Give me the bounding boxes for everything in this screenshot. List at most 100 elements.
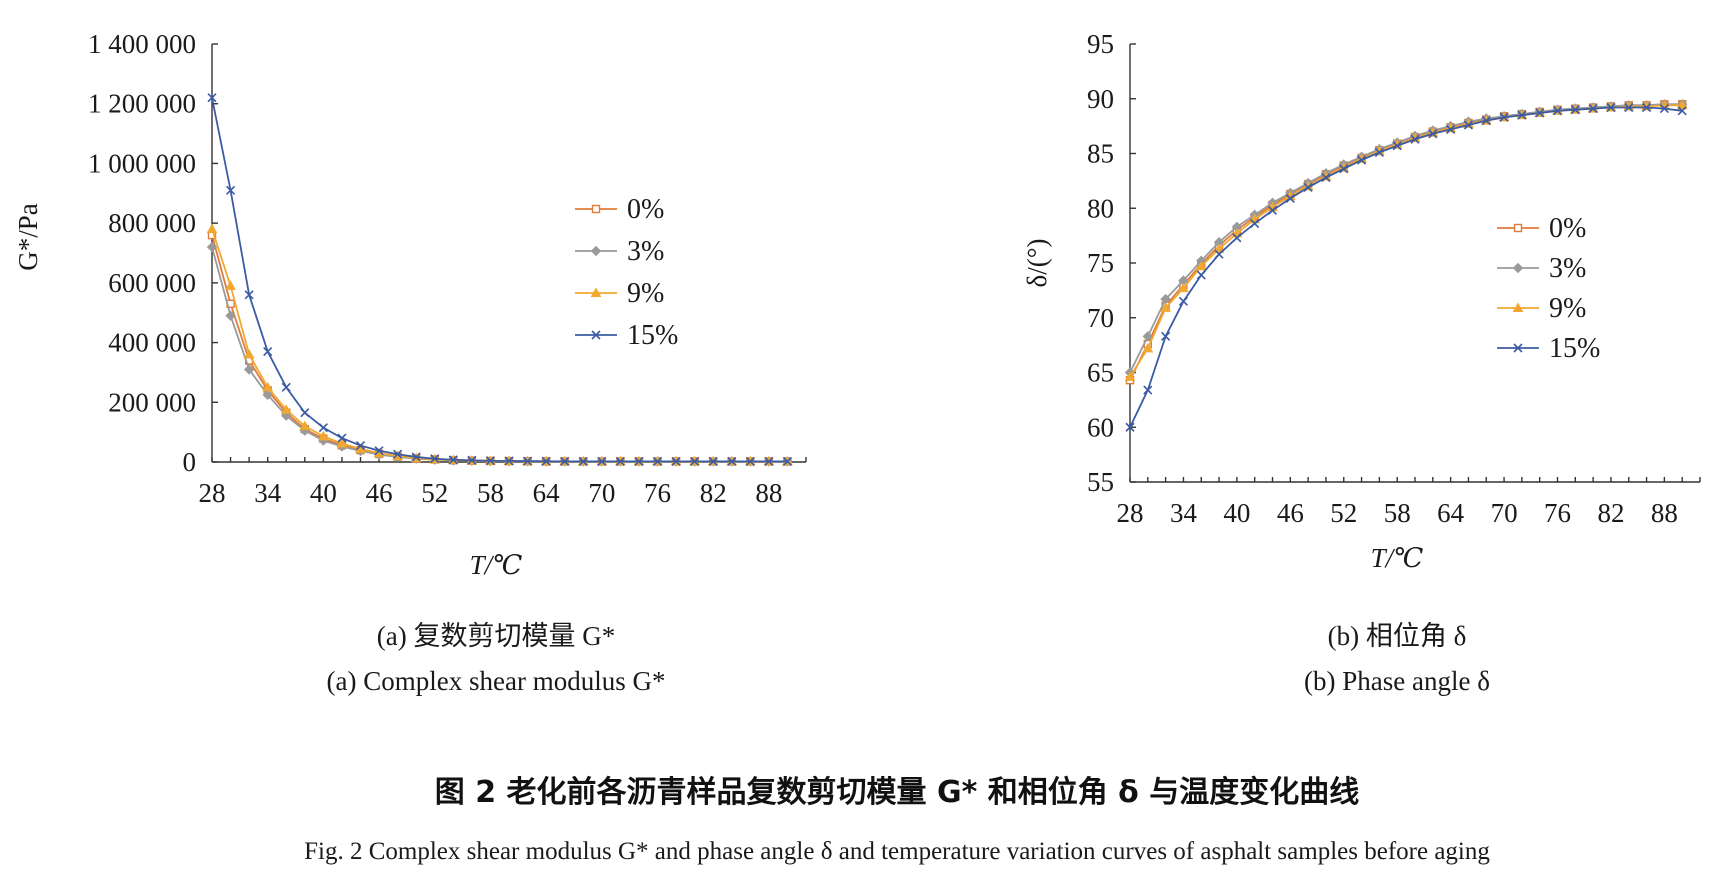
x-tick-label: 58 xyxy=(1384,498,1411,528)
legend-marker xyxy=(1512,302,1524,312)
data-point-15pct xyxy=(467,455,477,465)
data-point-15pct xyxy=(671,456,681,466)
data-point-9pct xyxy=(299,420,311,431)
data-point-15pct xyxy=(1374,147,1384,157)
figure-title-en: Fig. 2 Complex shear modulus G* and phas… xyxy=(304,838,1490,865)
x-tick-label: 52 xyxy=(1330,498,1357,528)
y-tick-label: 600 000 xyxy=(108,268,196,298)
x-tick-label: 34 xyxy=(254,478,282,508)
legend-label: 0% xyxy=(627,194,664,225)
data-point-15pct xyxy=(1178,296,1189,306)
data-point-15pct xyxy=(1517,110,1527,120)
y-tick-label: 80 xyxy=(1087,193,1114,223)
caption-a-cn: (a) 复数剪切模量 G* xyxy=(377,621,615,651)
data-point-9pct xyxy=(318,430,329,441)
x-tick-label: 28 xyxy=(199,478,226,508)
data-point-15pct xyxy=(1356,155,1367,165)
data-point-15pct xyxy=(318,423,328,433)
data-point-15pct xyxy=(615,456,625,466)
legend-marker xyxy=(590,245,602,257)
y-tick-label: 75 xyxy=(1087,248,1114,278)
legend-label: 9% xyxy=(627,278,664,309)
legend-label: 3% xyxy=(1549,253,1586,284)
x-tick-label: 70 xyxy=(1491,498,1518,528)
series-group-b xyxy=(1124,99,1688,432)
data-point-15pct xyxy=(1321,173,1331,183)
data-point-15pct xyxy=(207,93,217,103)
data-point-9pct xyxy=(243,348,255,359)
data-point-15pct xyxy=(745,456,755,466)
data-point-9pct xyxy=(1213,243,1225,253)
data-point-15pct xyxy=(1339,164,1349,174)
y-tick-label: 60 xyxy=(1087,412,1114,442)
x-tick-label: 64 xyxy=(533,478,561,508)
data-point-15pct xyxy=(1125,422,1135,432)
data-point-15pct xyxy=(560,456,570,466)
data-point-15pct xyxy=(1232,233,1242,243)
data-point-15pct xyxy=(1392,141,1402,151)
data-point-15pct xyxy=(1143,385,1153,395)
data-point-9pct xyxy=(225,280,236,290)
x-tick-label: 34 xyxy=(1170,498,1198,528)
x-tick-label: 88 xyxy=(755,478,782,508)
data-point-15pct xyxy=(1677,106,1687,116)
figure-title-cn: 图 2 老化前各沥青样品复数剪切模量 G* 和相位角 δ 与温度变化曲线 xyxy=(435,775,1359,810)
legend-marker xyxy=(1513,343,1523,353)
data-point-9pct xyxy=(336,437,348,448)
data-point-15pct xyxy=(690,456,700,466)
data-point-15pct xyxy=(448,455,458,465)
data-point-9pct xyxy=(262,381,274,392)
data-point-15pct xyxy=(504,456,514,466)
data-point-15pct xyxy=(263,346,273,357)
data-point-15pct xyxy=(1624,102,1634,113)
data-point-15pct xyxy=(244,290,254,300)
legend-marker xyxy=(1512,262,1524,274)
data-point-15pct xyxy=(652,456,663,466)
data-point-15pct xyxy=(1499,112,1509,122)
x-tick-label: 46 xyxy=(1277,498,1304,528)
y-tick-label: 70 xyxy=(1087,303,1114,333)
data-point-3pct xyxy=(225,310,236,321)
legend-marker xyxy=(590,287,602,297)
series-line-0pct xyxy=(211,234,788,463)
x-axis-label-b: T/℃ xyxy=(1371,543,1424,573)
data-point-15pct xyxy=(634,456,644,466)
data-point-15pct xyxy=(1588,104,1598,114)
data-point-15pct xyxy=(1250,219,1260,229)
data-point-15pct xyxy=(1446,124,1456,134)
data-point-15pct xyxy=(1267,205,1278,216)
x-tick-label: 76 xyxy=(1544,498,1571,528)
data-point-9pct xyxy=(206,223,218,234)
data-point-15pct xyxy=(337,433,347,443)
data-point-15pct xyxy=(1552,106,1563,116)
axes-a: 0 200 000 400 000 600 000 800 000 1 000 000 1 … xyxy=(88,29,807,508)
data-point-9pct xyxy=(1676,99,1688,110)
series-group-a xyxy=(206,93,793,467)
data-point-15pct xyxy=(1606,102,1616,113)
x-tick-label: 88 xyxy=(1651,498,1678,528)
x-tick-label: 76 xyxy=(644,478,671,508)
y-tick-label: 85 xyxy=(1087,139,1114,169)
legend-label: 0% xyxy=(1549,213,1586,244)
data-point-9pct xyxy=(1195,260,1207,271)
data-point-15pct xyxy=(1428,129,1438,139)
data-point-15pct xyxy=(764,456,774,466)
data-point-15pct xyxy=(1161,331,1171,341)
data-point-15pct xyxy=(374,446,384,456)
data-point-9pct xyxy=(280,404,292,414)
data-point-3pct xyxy=(1142,331,1154,342)
y-tick-label: 1 400 000 xyxy=(88,29,196,59)
legend-a: 0% 3% 9% 15% xyxy=(575,194,678,351)
data-point-15pct xyxy=(578,456,588,466)
y-tick-label: 0 xyxy=(183,447,197,477)
series-line-3pct xyxy=(211,246,788,463)
data-point-15pct xyxy=(355,441,366,451)
y-tick-label: 1 000 000 xyxy=(88,148,196,178)
caption-a-en: (a) Complex shear modulus G* xyxy=(327,666,666,696)
y-tick-label: 200 000 xyxy=(108,387,196,417)
data-point-15pct xyxy=(1570,105,1580,115)
data-point-15pct xyxy=(430,454,440,464)
x-tick-label: 70 xyxy=(588,478,615,508)
x-tick-label: 64 xyxy=(1437,498,1465,528)
caption-b-en: (b) Phase angle δ xyxy=(1304,666,1490,696)
